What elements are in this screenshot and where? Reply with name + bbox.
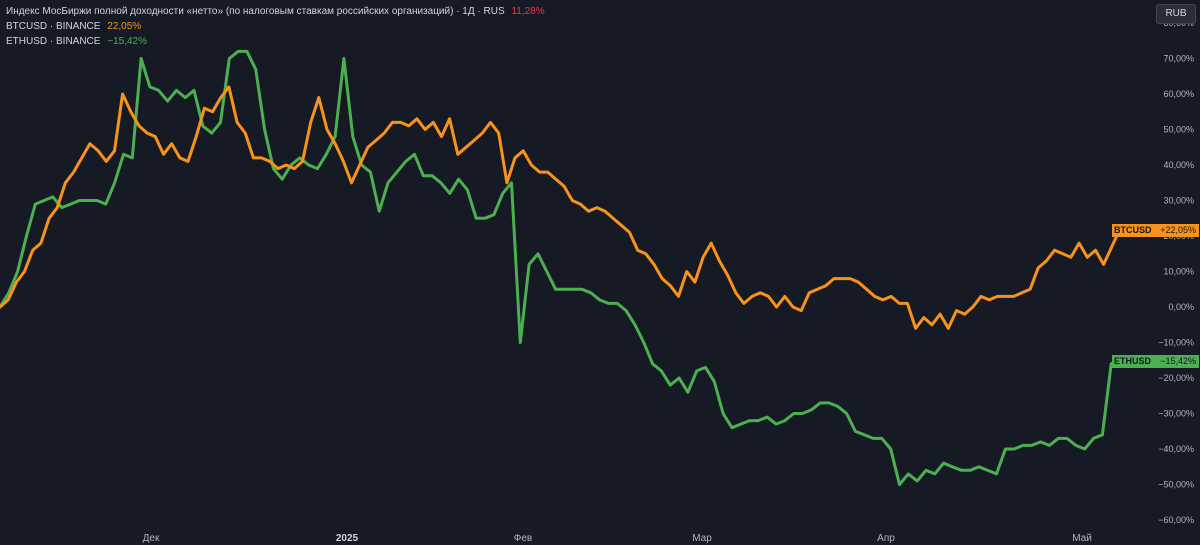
y-tick-label: 70,00% (1163, 54, 1194, 64)
currency-button[interactable]: RUB (1156, 4, 1196, 24)
y-tick-label: −40,00% (1158, 444, 1194, 454)
btcusd-series-line[interactable] (0, 85, 1122, 330)
legend-row-eth[interactable]: ETHUSD · BINANCE −15,42% (6, 34, 545, 49)
x-tick-label: Дек (143, 533, 160, 544)
legend-index-name: Индекс МосБиржи полной доходности «нетто… (6, 6, 505, 17)
x-tick-label: 2025 (336, 533, 359, 544)
legend-row-index[interactable]: Индекс МосБиржи полной доходности «нетто… (6, 4, 545, 19)
y-tick-label: −50,00% (1158, 480, 1194, 490)
legend-btc-name: BTCUSD · BINANCE (6, 21, 101, 32)
y-tick-label: 60,00% (1163, 89, 1194, 99)
chart-legend: Индекс МосБиржи полной доходности «нетто… (6, 4, 545, 49)
y-tick-label: 10,00% (1163, 267, 1194, 277)
btc-price-tag-value: +22,05% (1153, 224, 1199, 237)
y-tick-label: 0,00% (1168, 302, 1194, 312)
y-tick-label: −30,00% (1158, 409, 1194, 419)
y-axis: 80,00%70,00%60,00%50,00%40,00%30,00%20,0… (1158, 18, 1194, 525)
x-tick-label: Мар (692, 533, 712, 544)
legend-row-btc[interactable]: BTCUSD · BINANCE 22,05% (6, 19, 545, 34)
x-axis: Дек 2025 Фев Мар Апр Май (143, 533, 1092, 544)
eth-price-tag-value: −15,42% (1153, 355, 1199, 368)
ethusd-series-line[interactable] (0, 49, 1122, 486)
legend-btc-value: 22,05% (107, 21, 142, 32)
y-tick-label: −20,00% (1158, 373, 1194, 383)
y-tick-label: −10,00% (1158, 338, 1194, 348)
x-tick-label: Май (1072, 533, 1092, 544)
eth-price-tag-label: ETHUSD (1112, 355, 1154, 368)
y-tick-label: −60,00% (1158, 515, 1194, 525)
series-layer (0, 49, 1122, 486)
y-tick-label: 40,00% (1163, 160, 1194, 170)
y-tick-label: 30,00% (1163, 196, 1194, 206)
btc-price-tag-label: BTCUSD (1112, 224, 1154, 237)
x-tick-label: Апр (877, 533, 895, 544)
legend-index-value: 11,28% (511, 6, 545, 17)
y-tick-label: 50,00% (1163, 125, 1194, 135)
x-tick-label: Фев (514, 533, 532, 544)
legend-eth-name: ETHUSD · BINANCE (6, 36, 101, 47)
legend-eth-value: −15,42% (107, 36, 147, 47)
